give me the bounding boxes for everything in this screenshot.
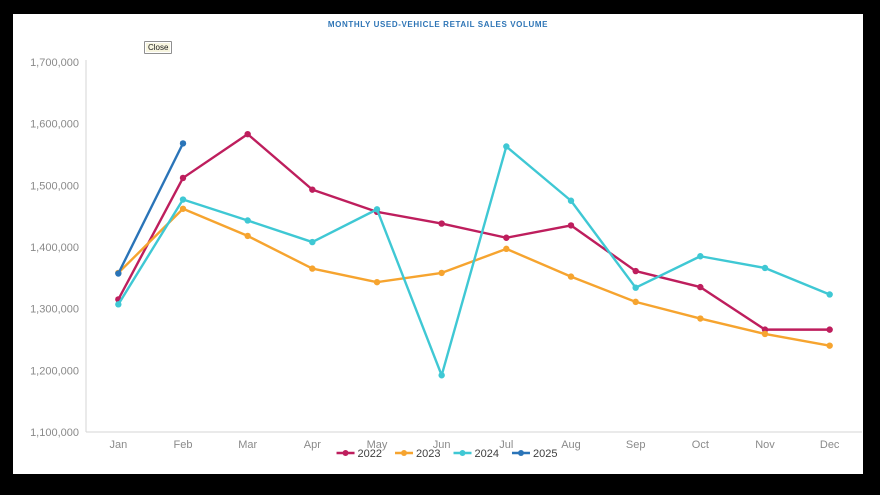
data-point-2023-May[interactable] bbox=[373, 278, 381, 286]
x-tick-label: Nov bbox=[755, 439, 775, 451]
data-point-2024-Jul[interactable] bbox=[503, 143, 510, 150]
x-tick-label: Dec bbox=[820, 439, 840, 451]
data-point-2022-Feb[interactable] bbox=[179, 174, 187, 182]
series-2022 bbox=[115, 130, 833, 333]
data-point-2022-Oct[interactable] bbox=[697, 283, 704, 291]
legend-label-2025: 2025 bbox=[533, 448, 557, 460]
x-tick-label: Aug bbox=[561, 439, 581, 451]
legend-label-2024: 2024 bbox=[475, 448, 499, 460]
data-point-2022-Aug[interactable] bbox=[567, 222, 575, 229]
data-point-2022-Mar[interactable] bbox=[244, 130, 251, 138]
data-point-2023-Mar[interactable] bbox=[244, 232, 251, 240]
legend-marker-dot-2025 bbox=[517, 450, 524, 456]
x-tick-label: Oct bbox=[692, 439, 709, 451]
data-point-2024-Jan[interactable] bbox=[115, 301, 122, 308]
x-tick-label: Sep bbox=[626, 439, 646, 451]
chart-title: MONTHLY USED-VEHICLE RETAIL SALES VOLUME bbox=[327, 20, 549, 29]
x-tick-label: Jan bbox=[109, 439, 127, 451]
legend-marker-dot-2024 bbox=[459, 450, 466, 456]
legend-marker-dot-2023 bbox=[401, 450, 408, 456]
x-tick-label: Mar bbox=[238, 439, 257, 451]
data-point-2022-Jul[interactable] bbox=[503, 234, 510, 241]
data-point-2023-Jun[interactable] bbox=[438, 269, 445, 277]
data-point-2023-Aug[interactable] bbox=[567, 273, 575, 280]
legend-label-2023: 2023 bbox=[416, 448, 440, 460]
series-line-2025 bbox=[117, 142, 185, 275]
y-tick-label: 1,300,000 bbox=[30, 304, 79, 316]
legend-item-2023[interactable]: 2023 bbox=[395, 448, 441, 460]
y-tick-label: 1,200,000 bbox=[30, 365, 79, 377]
data-point-2024-Aug[interactable] bbox=[567, 197, 575, 204]
sales-chart: 1,100,000 1,200,000 1,300,000 1,400,000 1,50… bbox=[30, 57, 862, 460]
data-point-2024-Oct[interactable] bbox=[697, 253, 704, 260]
series-2025 bbox=[115, 140, 187, 277]
legend-marker-dot-2022 bbox=[342, 450, 349, 456]
data-point-2024-Mar[interactable] bbox=[244, 217, 251, 224]
data-point-2023-Feb[interactable] bbox=[179, 205, 187, 212]
close-button[interactable]: Close bbox=[144, 41, 173, 54]
data-point-2024-Feb[interactable] bbox=[179, 196, 187, 203]
data-point-2025-Jan[interactable] bbox=[115, 270, 122, 277]
x-tick-label: Jun bbox=[433, 439, 451, 451]
legend-item-2022[interactable]: 2022 bbox=[336, 448, 382, 460]
data-point-2022-Jun[interactable] bbox=[438, 220, 445, 227]
data-point-2022-Apr[interactable] bbox=[309, 186, 316, 193]
x-tick-label: Feb bbox=[174, 439, 193, 451]
data-point-2025-Feb[interactable] bbox=[179, 140, 187, 147]
legend: 2022 2023 2024 2025 bbox=[336, 448, 557, 460]
x-tick-label: Apr bbox=[304, 439, 321, 451]
series-line-2022 bbox=[117, 132, 831, 331]
data-point-2022-Dec[interactable] bbox=[826, 326, 833, 333]
data-point-2023-Jul[interactable] bbox=[503, 245, 510, 253]
data-point-2023-Oct[interactable] bbox=[697, 315, 704, 322]
chart-panel: MONTHLY USED-VEHICLE RETAIL SALES VOLUME… bbox=[13, 14, 863, 474]
series-2024 bbox=[115, 143, 833, 379]
y-tick-label: 1,700,000 bbox=[30, 57, 79, 69]
legend-item-2025[interactable]: 2025 bbox=[511, 448, 557, 460]
data-point-2024-Sep[interactable] bbox=[632, 284, 639, 291]
data-point-2023-Apr[interactable] bbox=[309, 265, 316, 272]
y-tick-label: 1,400,000 bbox=[30, 242, 79, 254]
data-point-2024-May[interactable] bbox=[373, 206, 381, 213]
data-point-2024-Apr[interactable] bbox=[309, 238, 316, 246]
y-tick-label: 1,100,000 bbox=[30, 427, 79, 439]
y-tick-label: 1,500,000 bbox=[30, 180, 79, 192]
y-tick-label: 1,600,000 bbox=[30, 119, 79, 131]
series-line-2024 bbox=[117, 145, 831, 377]
data-point-2024-Dec[interactable] bbox=[826, 291, 833, 298]
data-point-2023-Nov[interactable] bbox=[761, 330, 769, 338]
data-point-2024-Jun[interactable] bbox=[438, 372, 445, 379]
series-2023 bbox=[115, 205, 833, 349]
legend-label-2022: 2022 bbox=[358, 448, 382, 460]
data-point-2023-Sep[interactable] bbox=[632, 298, 639, 306]
series-line-2023 bbox=[117, 207, 831, 347]
x-tick-label: May bbox=[367, 439, 388, 451]
data-point-2023-Dec[interactable] bbox=[826, 342, 833, 349]
data-point-2024-Nov[interactable] bbox=[761, 264, 769, 272]
legend-item-2024[interactable]: 2024 bbox=[453, 448, 499, 460]
data-point-2022-Sep[interactable] bbox=[632, 267, 639, 275]
x-tick-label: Jul bbox=[499, 439, 513, 451]
